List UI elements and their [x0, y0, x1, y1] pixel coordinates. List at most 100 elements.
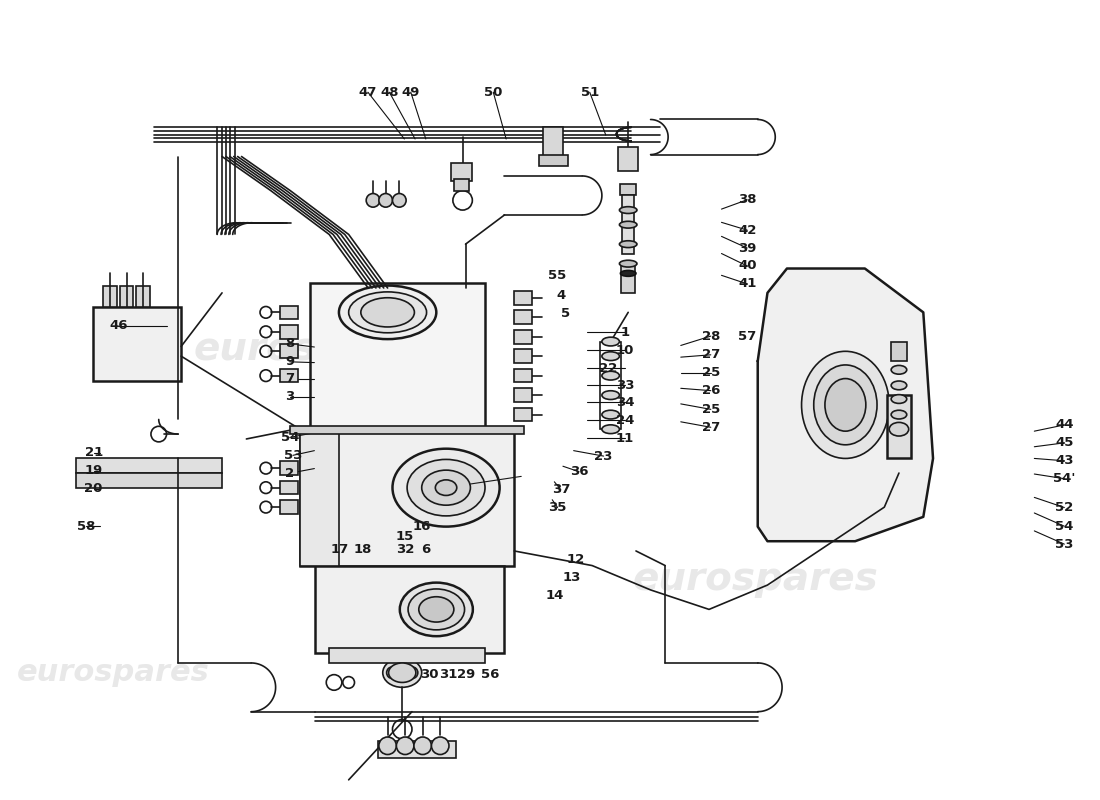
Ellipse shape [620, 270, 636, 276]
Text: 45: 45 [1055, 436, 1074, 450]
Text: 53: 53 [1055, 538, 1074, 550]
Ellipse shape [619, 260, 637, 267]
Bar [514, 310, 531, 324]
Polygon shape [300, 430, 514, 566]
Text: 42: 42 [738, 224, 757, 237]
Text: 18: 18 [353, 543, 372, 556]
Ellipse shape [814, 365, 877, 445]
Ellipse shape [602, 352, 619, 361]
Ellipse shape [408, 589, 464, 630]
Text: 21: 21 [85, 446, 102, 459]
Text: 25: 25 [702, 403, 719, 416]
Ellipse shape [339, 286, 437, 339]
Bar [514, 291, 531, 305]
Text: 48: 48 [381, 86, 398, 98]
Text: 46: 46 [109, 319, 128, 333]
Circle shape [378, 737, 396, 754]
Text: 49: 49 [402, 86, 420, 98]
Bar [378, 741, 455, 758]
Text: 24: 24 [616, 414, 635, 426]
Text: 27: 27 [702, 421, 719, 434]
Ellipse shape [419, 597, 454, 622]
Ellipse shape [436, 480, 456, 495]
Ellipse shape [393, 449, 499, 526]
Text: 58: 58 [77, 520, 96, 533]
Text: 26: 26 [702, 384, 721, 397]
Text: 1: 1 [620, 326, 629, 338]
Bar [514, 330, 531, 343]
Text: 33: 33 [616, 378, 635, 392]
Text: 11: 11 [616, 432, 635, 445]
Text: eurospares: eurospares [16, 658, 209, 687]
Text: 27: 27 [702, 348, 719, 362]
Text: 54: 54 [1055, 520, 1074, 533]
Text: 7: 7 [285, 373, 295, 386]
Text: 12: 12 [566, 554, 585, 566]
Text: 17: 17 [331, 543, 349, 556]
Text: 13: 13 [562, 571, 581, 584]
Bar [888, 395, 911, 458]
Ellipse shape [825, 378, 866, 431]
Bar [514, 369, 531, 382]
Ellipse shape [349, 292, 427, 333]
Text: 25: 25 [702, 366, 719, 379]
Bar [514, 388, 531, 402]
Ellipse shape [388, 663, 416, 682]
Ellipse shape [361, 298, 415, 327]
Circle shape [396, 737, 414, 754]
Text: eurospares: eurospares [194, 330, 439, 368]
Text: 29: 29 [458, 668, 475, 681]
Bar [280, 345, 298, 358]
Ellipse shape [891, 410, 906, 419]
Circle shape [366, 194, 379, 207]
Circle shape [393, 194, 406, 207]
Text: 23: 23 [594, 450, 613, 462]
Polygon shape [290, 426, 524, 434]
Text: 5: 5 [561, 307, 570, 320]
Ellipse shape [602, 337, 619, 346]
Text: 16: 16 [412, 520, 431, 533]
Text: 32: 32 [396, 543, 415, 556]
Ellipse shape [421, 470, 471, 505]
Bar [600, 342, 621, 430]
Ellipse shape [602, 410, 619, 419]
Text: 54: 54 [280, 431, 299, 444]
Text: 54': 54' [1053, 472, 1076, 485]
Text: 31: 31 [439, 668, 458, 681]
Bar [94, 307, 182, 381]
Text: 40: 40 [738, 259, 757, 273]
Text: 28: 28 [702, 330, 721, 342]
Text: 19: 19 [85, 465, 102, 478]
Text: 57: 57 [738, 330, 757, 342]
Circle shape [378, 194, 393, 207]
Text: 20: 20 [85, 482, 103, 495]
Ellipse shape [619, 241, 637, 247]
Bar [120, 286, 133, 307]
Text: 3: 3 [285, 390, 295, 403]
Bar [514, 350, 531, 363]
Polygon shape [758, 269, 933, 542]
Bar [618, 146, 638, 171]
Bar [454, 179, 470, 190]
Text: 30: 30 [420, 668, 438, 681]
Text: 8: 8 [285, 338, 295, 350]
Text: 9: 9 [285, 355, 295, 368]
Ellipse shape [802, 351, 889, 458]
Polygon shape [329, 648, 485, 663]
Ellipse shape [619, 206, 637, 214]
Ellipse shape [602, 371, 619, 380]
Bar [620, 184, 636, 195]
Bar [514, 408, 531, 422]
Ellipse shape [619, 222, 637, 228]
Bar [280, 306, 298, 319]
Text: 43: 43 [1055, 454, 1074, 467]
Text: 15: 15 [395, 530, 414, 543]
Bar [136, 286, 150, 307]
Ellipse shape [891, 394, 906, 403]
Circle shape [431, 737, 449, 754]
Text: 56: 56 [481, 668, 499, 681]
Text: 2: 2 [285, 466, 295, 480]
Text: eurospares: eurospares [632, 560, 879, 598]
Text: 51: 51 [581, 86, 598, 98]
Text: 35: 35 [549, 501, 566, 514]
